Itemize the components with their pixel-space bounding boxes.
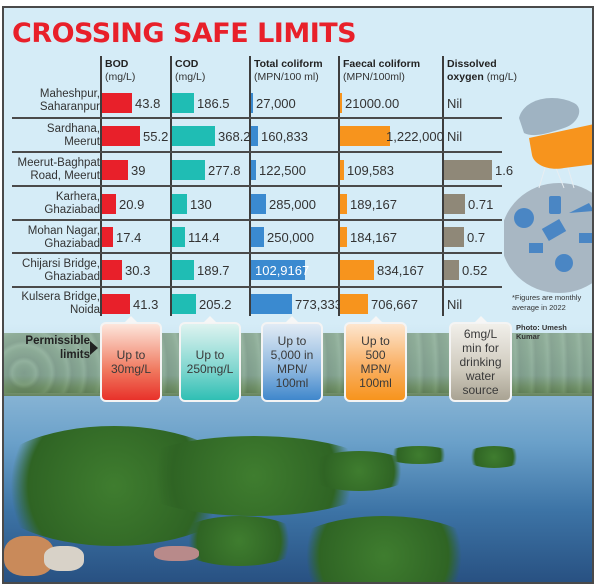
dissolved-oxygen-cell: Nil [447,95,463,111]
location-label: Karhera, Ghaziabad [44,191,100,216]
dissolved-oxygen-cell: Nil [447,128,463,144]
total-coliform-cell: 773,333 [251,294,342,314]
infographic-title: CROSSING SAFE LIMITS [12,18,357,49]
footnote: *Figures are monthly average in 2022 [512,293,582,312]
arrow-right-icon [90,341,98,355]
total-coliform-cell: 285,000 [251,194,316,214]
faecal-coliform-cell: 109,583 [340,160,394,180]
column-header-total-coliform: Total coliform (MPN/100 ml) [254,58,323,83]
column-header-cod: COD (mg/L) [175,58,206,83]
location-label: Chijarsi Bridge, Ghaziabad [22,258,100,283]
bod-cell: 55.2 [102,126,168,146]
location-label: Mohan Nagar, Ghaziabad [27,225,100,250]
bod-cell: 39 [102,160,145,180]
cod-cell: 368.2 [172,126,251,146]
cod-cell: 114.4 [172,227,220,247]
total-coliform-limit-card: Up to 5,000 in MPN/ 100ml [261,316,323,402]
row-divider [12,117,502,119]
cod-cell: 186.5 [172,93,230,113]
total-coliform-cell: 102,9167 [251,260,309,280]
location-label: Sardhana, Meerut [46,123,100,148]
column-header-faecal-coliform: Faecal coliform (MPN/100ml) [343,58,421,83]
faecal-coliform-cell: 184,167 [340,227,397,247]
bod-limit-card: Up to 30mg/L [100,316,162,402]
location-label: Meerut-Baghpat Road, Meerut [17,157,100,182]
dissolved-oxygen-cell: Nil [447,296,463,312]
faecal-coliform-cell: 21000.00 [340,93,399,113]
infographic-frame: CROSSING SAFE LIMITS BOD (mg/L) COD (mg/L)… [2,6,594,584]
faecal-coliform-cell: 706,667 [340,294,418,314]
cod-cell: 205.2 [172,294,232,314]
total-coliform-cell: 250,000 [251,227,314,247]
bod-cell: 20.9 [102,194,144,214]
dissolved-oxygen-limit-card: 6mg/L min for drinking water source [449,316,512,402]
faecal-coliform-cell: 189,167 [340,194,397,214]
column-header-bod: BOD (mg/L) [105,58,136,83]
row-divider [12,286,502,288]
location-label: Maheshpur, Saharanpur [39,88,100,113]
bod-cell: 41.3 [102,294,158,314]
location-label: Kulsera Bridge, Noida [21,291,100,316]
dissolved-oxygen-cell: 0.71 [444,194,493,214]
dissolved-oxygen-cell: 0.52 [444,260,487,280]
row-divider [12,219,502,221]
photo-credit: Photo: Umesh Kumar [516,323,567,341]
river-photo [4,396,592,582]
row-divider [12,252,502,254]
bod-cell: 30.3 [102,260,150,280]
cod-limit-card: Up to 250mg/L [179,316,241,402]
cod-cell: 130 [172,194,212,214]
faecal-coliform-cell: 834,167 [340,260,424,280]
bod-cell: 17.4 [102,227,141,247]
faecal-coliform-limit-card: Up to 500 MPN/ 100ml [344,316,407,402]
row-divider [12,185,502,187]
garbage-bag-illustration-icon [504,98,592,293]
dissolved-oxygen-cell: 0.7 [444,227,485,247]
row-divider [12,151,502,153]
cod-cell: 277.8 [172,160,241,180]
permissible-limits-label: Permissible limits [25,335,90,361]
dissolved-oxygen-cell: 1.6 [444,160,513,180]
column-header-dissolved-oxygen: Dissolved oxygen (mg/L) [447,58,518,83]
total-coliform-cell: 122,500 [251,160,306,180]
faecal-coliform-cell: 1,222,000 [340,126,444,146]
total-coliform-cell: 27,000 [251,93,296,113]
bod-cell: 43.8 [102,93,160,113]
cod-cell: 189.7 [172,260,230,280]
total-coliform-cell: 160,833 [251,126,308,146]
